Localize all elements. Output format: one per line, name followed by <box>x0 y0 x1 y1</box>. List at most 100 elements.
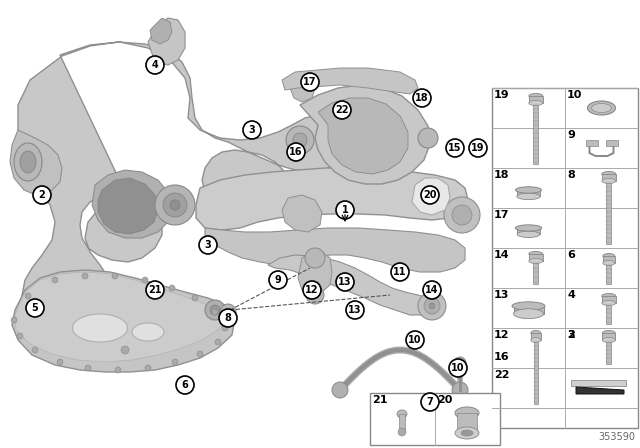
Bar <box>602 296 616 303</box>
Text: 21: 21 <box>148 285 162 295</box>
Polygon shape <box>268 255 435 315</box>
Ellipse shape <box>455 407 479 419</box>
Ellipse shape <box>397 410 407 418</box>
Ellipse shape <box>132 323 164 341</box>
Circle shape <box>205 300 225 320</box>
Ellipse shape <box>513 309 543 319</box>
Circle shape <box>169 285 175 291</box>
Circle shape <box>421 393 439 411</box>
Bar <box>605 140 618 146</box>
Circle shape <box>210 305 220 315</box>
Ellipse shape <box>531 337 541 343</box>
Text: 1: 1 <box>342 205 348 215</box>
Text: 9: 9 <box>275 275 282 285</box>
Ellipse shape <box>602 172 616 177</box>
Circle shape <box>269 271 287 289</box>
Circle shape <box>112 273 118 279</box>
Text: 3: 3 <box>205 240 211 250</box>
Circle shape <box>85 365 91 371</box>
Text: 2: 2 <box>567 330 575 340</box>
Polygon shape <box>290 75 315 102</box>
Text: 13: 13 <box>494 290 509 300</box>
Text: 15: 15 <box>448 143 461 153</box>
Circle shape <box>406 331 424 349</box>
Ellipse shape <box>517 193 540 200</box>
Ellipse shape <box>529 258 543 263</box>
Circle shape <box>423 281 441 299</box>
Text: 6: 6 <box>182 380 188 390</box>
Bar <box>534 340 538 404</box>
Circle shape <box>82 273 88 279</box>
Text: 16: 16 <box>494 352 509 362</box>
Ellipse shape <box>461 430 473 436</box>
Circle shape <box>424 298 440 314</box>
Circle shape <box>146 56 164 74</box>
Circle shape <box>429 303 435 309</box>
Circle shape <box>222 325 228 331</box>
Polygon shape <box>12 270 235 372</box>
Ellipse shape <box>529 100 543 105</box>
Bar <box>457 413 477 433</box>
Polygon shape <box>205 228 465 272</box>
Circle shape <box>303 281 321 299</box>
Text: 12: 12 <box>494 330 509 340</box>
Circle shape <box>17 333 23 339</box>
Circle shape <box>11 317 17 323</box>
Circle shape <box>293 133 307 147</box>
Ellipse shape <box>455 427 479 439</box>
Text: 20: 20 <box>437 395 452 405</box>
Bar <box>606 340 611 364</box>
Bar <box>533 261 538 284</box>
Circle shape <box>57 359 63 365</box>
Ellipse shape <box>72 314 127 342</box>
Bar <box>531 333 541 340</box>
Ellipse shape <box>512 302 545 310</box>
Polygon shape <box>148 18 185 65</box>
Text: 5: 5 <box>31 303 38 313</box>
Circle shape <box>418 292 446 320</box>
Circle shape <box>306 286 324 304</box>
Text: 19: 19 <box>471 143 484 153</box>
Ellipse shape <box>603 254 615 258</box>
Circle shape <box>454 357 466 369</box>
Circle shape <box>446 139 464 157</box>
Bar <box>517 228 540 234</box>
Ellipse shape <box>588 101 616 115</box>
Circle shape <box>391 263 409 281</box>
Circle shape <box>121 346 129 354</box>
Bar <box>529 96 543 103</box>
Circle shape <box>163 193 187 217</box>
Ellipse shape <box>529 94 543 99</box>
Text: 4: 4 <box>567 290 575 300</box>
Circle shape <box>215 339 221 345</box>
Text: 10: 10 <box>567 90 582 100</box>
Text: 9: 9 <box>567 130 575 140</box>
Circle shape <box>287 143 305 161</box>
Text: 353590: 353590 <box>598 432 635 442</box>
Text: 21: 21 <box>372 395 387 405</box>
Ellipse shape <box>14 143 42 181</box>
Ellipse shape <box>602 337 615 343</box>
Ellipse shape <box>602 301 616 306</box>
Polygon shape <box>576 387 624 394</box>
Circle shape <box>421 186 439 204</box>
Bar <box>586 140 598 146</box>
Circle shape <box>146 281 164 299</box>
Polygon shape <box>18 42 345 328</box>
Circle shape <box>26 299 44 317</box>
Circle shape <box>172 359 178 365</box>
Text: 12: 12 <box>305 285 319 295</box>
Circle shape <box>220 304 236 320</box>
Circle shape <box>444 197 480 233</box>
Bar <box>492 88 638 428</box>
Circle shape <box>333 101 351 119</box>
Text: 10: 10 <box>451 363 465 373</box>
Ellipse shape <box>591 103 611 112</box>
Circle shape <box>336 273 354 291</box>
Circle shape <box>155 185 195 225</box>
Text: 20: 20 <box>423 190 436 200</box>
Circle shape <box>219 309 237 327</box>
Circle shape <box>449 359 467 377</box>
Text: 2: 2 <box>38 190 45 200</box>
Ellipse shape <box>20 151 36 173</box>
